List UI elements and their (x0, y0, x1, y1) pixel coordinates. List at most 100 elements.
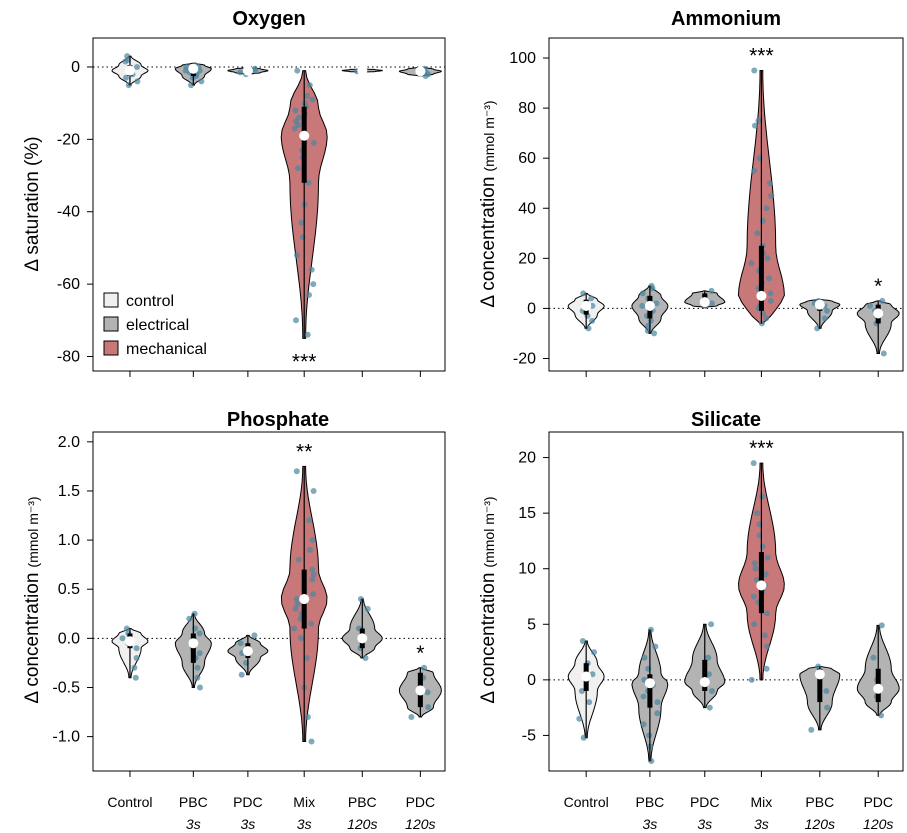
median-marker (699, 297, 710, 308)
violin-group (111, 53, 149, 89)
data-point (580, 290, 587, 297)
median-marker (699, 677, 710, 688)
data-point (123, 74, 129, 81)
data-point (754, 230, 761, 237)
data-point (879, 297, 886, 304)
data-point (295, 556, 302, 563)
panel-phosphate: Phosphate Δ concentration (mmol m⁻³) 2.0 1… (22, 409, 446, 777)
data-point (132, 674, 139, 681)
data-point (306, 517, 313, 524)
data-point (188, 82, 194, 89)
violin-group (174, 610, 212, 691)
svg-text:Δ concentration(mmol m⁻³): Δ concentration (mmol m⁻³) (478, 100, 499, 307)
x-category-duration: 120s (805, 816, 835, 832)
ylabel-main: Δ saturation (%) (22, 136, 43, 271)
data-point (123, 625, 130, 632)
violin-group (567, 638, 605, 741)
significance-label: *** (749, 45, 774, 68)
data-point (867, 302, 873, 309)
x-category-label: PBC (635, 794, 664, 810)
data-point (653, 300, 660, 307)
svg-text:Δ concentration(mmol m⁻³): Δ concentration (mmol m⁻³) (22, 496, 43, 703)
y-tick-label: 5 (527, 616, 536, 633)
data-point (764, 255, 771, 262)
data-point (424, 689, 431, 696)
data-point (763, 665, 770, 672)
data-point (706, 704, 713, 711)
data-point (764, 610, 770, 617)
data-point (198, 78, 205, 85)
ylabel-ammonium: Δ concentration (mmol m⁻³) (478, 100, 499, 307)
violin-group (799, 663, 841, 733)
violin-group (341, 65, 384, 76)
violin-group (280, 465, 328, 745)
ylabel-main: Δ concentration (22, 573, 43, 704)
data-point (197, 684, 203, 691)
y-tick-label: -0.5 (52, 679, 80, 696)
data-point (310, 571, 317, 578)
legend-label-mechanical: mechanical (126, 341, 207, 358)
data-point (651, 330, 658, 337)
data-point (586, 699, 593, 706)
data-point (705, 654, 712, 661)
y-tick-label: 20 (518, 450, 536, 467)
data-point (763, 643, 770, 650)
data-point (306, 82, 313, 89)
data-point (291, 125, 298, 132)
panel-ammonium: Ammonium Δ concentration (mmol m⁻³) 100 80… (478, 8, 904, 377)
iqr-box (301, 106, 307, 183)
legend-label-control: control (126, 293, 174, 310)
data-point (708, 300, 715, 307)
data-point (878, 622, 885, 629)
data-point (814, 325, 821, 332)
category-labels: Control PBC 3s PDC 3s Mix 3s PBC 120s PDC 120s Cont… (107, 794, 893, 832)
data-point (768, 192, 775, 199)
data-point (306, 292, 312, 298)
significance-label: ** (296, 440, 312, 463)
data-point (194, 664, 201, 671)
data-point (293, 596, 300, 602)
median-marker (814, 669, 825, 680)
x-category-label: Mix (293, 794, 315, 810)
data-point (308, 266, 315, 273)
median-marker (415, 66, 426, 77)
median-marker (357, 633, 368, 644)
data-point (764, 554, 771, 561)
median-marker (756, 290, 767, 301)
data-point (759, 217, 766, 224)
data-point (763, 205, 770, 212)
data-point (134, 64, 140, 70)
data-point (308, 620, 315, 627)
data-point (304, 714, 311, 720)
data-point (751, 560, 758, 567)
y-tick-label: 100 (509, 50, 536, 67)
violin-group (684, 621, 726, 711)
data-point (309, 96, 316, 103)
y-tick-label: -60 (57, 276, 80, 293)
violin-group (684, 287, 726, 309)
data-point (576, 715, 583, 722)
data-point (357, 596, 364, 602)
data-point (654, 699, 661, 706)
data-point (305, 179, 312, 186)
data-point (421, 664, 428, 671)
ylabel-silicate: Δ concentration (mmol m⁻³) (478, 496, 499, 703)
data-point (133, 655, 140, 661)
median-marker (357, 65, 368, 76)
data-point (292, 605, 299, 612)
data-point (237, 640, 244, 647)
data-point (186, 615, 193, 622)
data-point (808, 726, 815, 733)
significance-label: *** (292, 350, 317, 373)
data-point (309, 576, 316, 583)
y-tick-label: 1.0 (58, 532, 80, 549)
y-tick-label: 0.0 (58, 630, 80, 647)
iqr-box (647, 674, 653, 708)
significance-label: * (874, 275, 882, 298)
y-tick-label: 0.5 (58, 581, 80, 598)
data-point (761, 632, 768, 639)
data-point (298, 219, 305, 226)
iqr-box (702, 659, 708, 691)
data-point (705, 671, 712, 678)
x-category-duration: 3s (240, 816, 255, 832)
